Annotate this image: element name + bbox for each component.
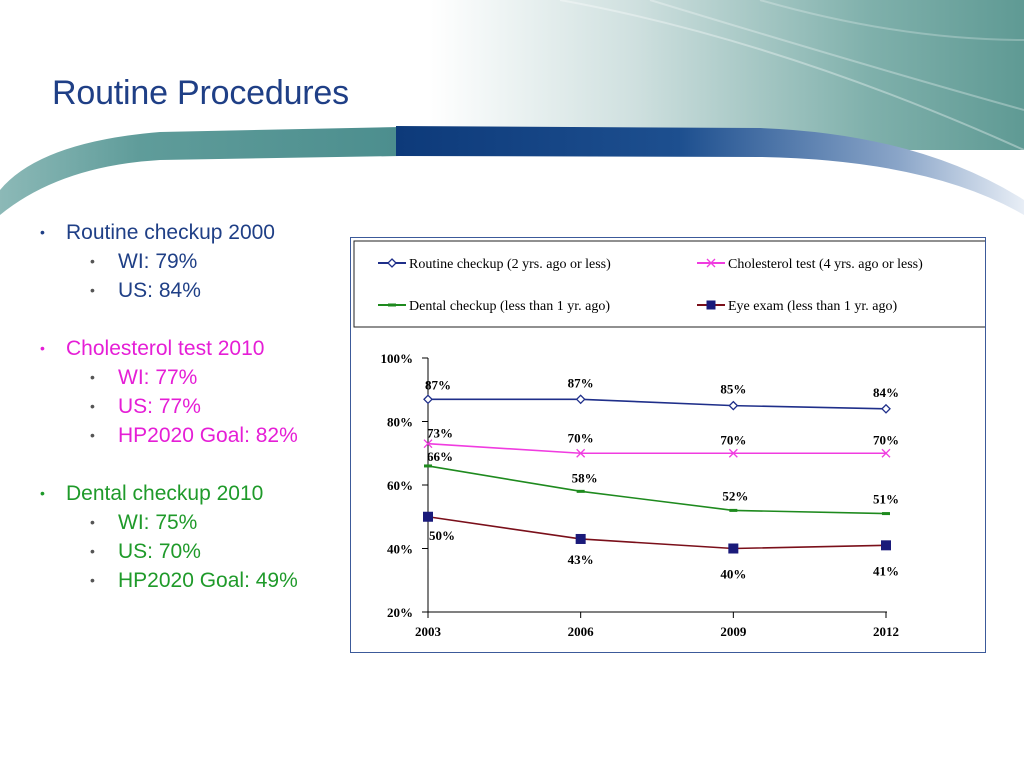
data-point-marker bbox=[423, 394, 433, 405]
bullet-heading: • Dental checkup 2010 bbox=[40, 479, 350, 508]
legend-label: Dental checkup (less than 1 yr. ago) bbox=[409, 299, 610, 314]
data-label: 85% bbox=[720, 382, 746, 397]
data-label: 66% bbox=[427, 449, 453, 464]
bullet-heading-text: Cholesterol test 2010 bbox=[66, 337, 265, 360]
bullet-group: • Routine checkup 2000 • WI: 79% • US: 84% bbox=[40, 218, 350, 305]
data-label: 41% bbox=[873, 563, 899, 578]
chart-container: Routine checkup (2 yrs. ago or less) Chol… bbox=[350, 237, 986, 653]
bullet-subitem: • US: 70% bbox=[40, 537, 350, 566]
bullet-heading: • Routine checkup 2000 bbox=[40, 218, 350, 247]
bullet-dot-icon: • bbox=[90, 282, 95, 298]
bullet-subitem: • WI: 77% bbox=[40, 363, 350, 392]
data-point-marker bbox=[881, 403, 891, 414]
x-tick-label: 2006 bbox=[568, 624, 595, 639]
bullet-subitem: • US: 77% bbox=[40, 392, 350, 421]
data-label: 58% bbox=[572, 470, 598, 485]
data-point-marker bbox=[576, 448, 586, 458]
data-label: 87% bbox=[425, 377, 451, 392]
legend-label: Eye exam (less than 1 yr. ago) bbox=[728, 299, 897, 314]
data-label: 70% bbox=[568, 430, 594, 445]
legend-marker-icon bbox=[706, 300, 716, 310]
bullet-subitem-text: HP2020 Goal: 82% bbox=[118, 424, 298, 447]
banner-arc-2 bbox=[649, 0, 1024, 111]
data-point-marker bbox=[881, 448, 891, 458]
legend-marker-icon bbox=[706, 258, 716, 268]
banner-arc-1 bbox=[559, 0, 1024, 151]
data-label: 40% bbox=[720, 567, 746, 582]
banner-teal-band bbox=[0, 127, 400, 215]
data-point-marker bbox=[575, 533, 586, 544]
bullet-group: • Dental checkup 2010 • WI: 75% • US: 70% • HP2… bbox=[40, 479, 350, 595]
data-point-marker bbox=[728, 543, 739, 554]
bullet-subitem: • WI: 75% bbox=[40, 508, 350, 537]
series-line bbox=[427, 465, 887, 515]
bullet-list: • Routine checkup 2000 • WI: 79% • US: 84% • Ch… bbox=[40, 218, 350, 624]
legend-label: Cholesterol test (4 yrs. ago or less) bbox=[728, 257, 923, 272]
x-tick-label: 2012 bbox=[873, 624, 899, 639]
series-line bbox=[427, 515, 887, 550]
data-label: 43% bbox=[568, 552, 594, 567]
bullet-group: • Cholesterol test 2010 • WI: 77% • US: 77% • H… bbox=[40, 334, 350, 450]
data-label: 52% bbox=[722, 488, 748, 503]
data-point-marker bbox=[881, 540, 891, 551]
bullet-subitem: • HP2020 Goal: 82% bbox=[40, 421, 350, 450]
data-label: 70% bbox=[720, 432, 746, 447]
bullet-subitem: • HP2020 Goal: 49% bbox=[40, 566, 350, 595]
legend-marker-icon bbox=[387, 258, 397, 268]
bullet-dot-icon: • bbox=[90, 369, 95, 385]
bullet-heading-text: Dental checkup 2010 bbox=[66, 482, 264, 505]
x-tick-label: 2003 bbox=[415, 624, 442, 639]
legend-label: Routine checkup (2 yrs. ago or less) bbox=[409, 257, 611, 272]
bullet-subitem-text: WI: 79% bbox=[118, 250, 198, 273]
bullet-subitem-text: HP2020 Goal: 49% bbox=[118, 569, 298, 592]
data-point-marker bbox=[575, 394, 586, 405]
data-point-marker bbox=[728, 448, 738, 458]
bullet-subitem-text: US: 84% bbox=[118, 279, 201, 302]
banner-navy-band bbox=[396, 126, 1024, 215]
bullet-dot-icon: • bbox=[90, 543, 95, 559]
bullet-dot-icon: • bbox=[90, 427, 95, 443]
x-tick-label: 2009 bbox=[720, 624, 747, 639]
slide-title: Routine Procedures bbox=[52, 74, 349, 112]
data-label: 70% bbox=[873, 432, 899, 447]
y-tick-label: 20% bbox=[387, 605, 413, 620]
banner-arc-3 bbox=[759, 0, 1024, 41]
data-point-marker bbox=[423, 511, 433, 522]
legend-box bbox=[353, 240, 985, 328]
bullet-subitem-text: WI: 77% bbox=[118, 366, 198, 389]
bullet-subitem-text: US: 77% bbox=[118, 395, 201, 418]
bullet-subitem-text: WI: 75% bbox=[118, 511, 198, 534]
bullet-subitem: • WI: 79% bbox=[40, 247, 350, 276]
bullet-heading: • Cholesterol test 2010 bbox=[40, 334, 350, 363]
bullet-dot-icon: • bbox=[40, 224, 45, 240]
data-point-marker bbox=[728, 400, 739, 411]
bullet-dot-icon: • bbox=[40, 485, 45, 501]
bullet-subitem: • US: 84% bbox=[40, 276, 350, 305]
bullet-dot-icon: • bbox=[90, 572, 95, 588]
bullet-dot-icon: • bbox=[90, 253, 95, 269]
banner-sky bbox=[0, 0, 1024, 150]
data-label: 84% bbox=[873, 385, 899, 400]
data-label: 87% bbox=[568, 375, 594, 390]
data-label: 51% bbox=[873, 492, 899, 507]
slide-header-banner bbox=[0, 0, 1024, 215]
data-point-marker bbox=[423, 439, 433, 449]
bullet-dot-icon: • bbox=[40, 340, 45, 356]
data-label: 73% bbox=[427, 426, 453, 441]
line-chart: Routine checkup (2 yrs. ago or less) Chol… bbox=[353, 240, 985, 639]
series-line bbox=[428, 398, 887, 410]
bullet-dot-icon: • bbox=[90, 514, 95, 530]
bullet-dot-icon: • bbox=[90, 398, 95, 414]
bullet-subitem-text: US: 70% bbox=[118, 540, 201, 563]
y-tick-label: 80% bbox=[387, 415, 413, 430]
bullet-heading-text: Routine checkup 2000 bbox=[66, 221, 275, 244]
series-line bbox=[427, 442, 886, 455]
y-tick-label: 40% bbox=[387, 542, 413, 557]
y-tick-label: 100% bbox=[381, 351, 414, 366]
y-tick-label: 60% bbox=[387, 478, 413, 493]
data-label: 50% bbox=[429, 528, 455, 543]
